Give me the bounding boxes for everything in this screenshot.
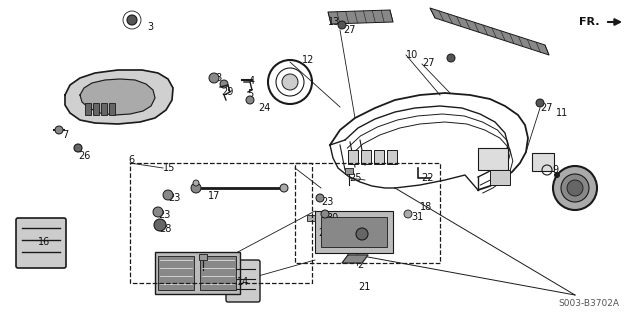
- Text: 7: 7: [62, 130, 68, 140]
- Text: 28: 28: [159, 224, 172, 234]
- Bar: [155, 252, 240, 294]
- Circle shape: [567, 180, 583, 196]
- Bar: [101, 103, 107, 115]
- Text: 27: 27: [422, 58, 435, 68]
- Circle shape: [220, 80, 228, 88]
- Circle shape: [282, 74, 298, 90]
- Bar: [85, 103, 91, 115]
- Text: S003-B3702A: S003-B3702A: [558, 299, 619, 308]
- Text: 14: 14: [237, 277, 249, 287]
- Text: 9: 9: [552, 165, 558, 175]
- FancyBboxPatch shape: [226, 260, 260, 302]
- Text: 23: 23: [168, 193, 180, 203]
- Text: 1: 1: [194, 183, 200, 193]
- Circle shape: [404, 210, 412, 218]
- Bar: [478, 148, 508, 170]
- Bar: [130, 163, 312, 283]
- Text: FR.: FR.: [579, 17, 600, 27]
- Circle shape: [153, 207, 163, 217]
- Circle shape: [193, 180, 199, 186]
- Polygon shape: [80, 79, 155, 115]
- Circle shape: [280, 184, 288, 192]
- Bar: [374, 150, 384, 164]
- Text: 25: 25: [349, 173, 362, 183]
- Polygon shape: [430, 8, 549, 55]
- Bar: [361, 150, 371, 164]
- Text: 17: 17: [208, 191, 220, 201]
- Circle shape: [554, 172, 560, 178]
- Bar: [93, 103, 99, 115]
- Text: 29: 29: [221, 87, 234, 97]
- Text: 30: 30: [326, 213, 339, 223]
- Text: 23: 23: [158, 210, 170, 220]
- Bar: [532, 153, 554, 171]
- Text: 20: 20: [318, 228, 330, 238]
- Text: 24: 24: [258, 103, 270, 113]
- Circle shape: [321, 210, 329, 218]
- Text: 10: 10: [406, 50, 419, 60]
- Text: 12: 12: [302, 55, 314, 65]
- Circle shape: [536, 99, 544, 107]
- Text: 23: 23: [321, 197, 333, 207]
- Bar: [490, 170, 510, 185]
- Bar: [200, 256, 236, 290]
- Circle shape: [163, 190, 173, 200]
- Circle shape: [246, 96, 254, 104]
- Circle shape: [154, 219, 166, 231]
- Text: 8: 8: [215, 73, 221, 83]
- Circle shape: [561, 174, 589, 202]
- Text: 11: 11: [556, 108, 568, 118]
- Bar: [345, 168, 353, 174]
- Text: 16: 16: [38, 237, 51, 247]
- Circle shape: [447, 54, 455, 62]
- Circle shape: [55, 126, 63, 134]
- Text: 4: 4: [249, 76, 255, 86]
- Bar: [387, 150, 397, 164]
- Bar: [158, 256, 194, 290]
- Circle shape: [316, 194, 324, 202]
- Circle shape: [74, 144, 82, 152]
- Bar: [315, 211, 393, 253]
- Text: 6: 6: [128, 155, 134, 165]
- Circle shape: [191, 183, 201, 193]
- Circle shape: [356, 228, 368, 240]
- Bar: [109, 103, 115, 115]
- Text: 27: 27: [540, 103, 552, 113]
- Text: 25: 25: [204, 265, 216, 275]
- Text: 2: 2: [357, 260, 364, 270]
- Circle shape: [209, 73, 219, 83]
- Bar: [295, 163, 440, 263]
- Polygon shape: [342, 255, 368, 263]
- Text: 12: 12: [578, 185, 590, 195]
- Text: 27: 27: [343, 25, 355, 35]
- Text: 18: 18: [420, 202, 432, 212]
- Text: 15: 15: [163, 163, 175, 173]
- Text: 5: 5: [247, 89, 253, 99]
- Text: 26: 26: [78, 151, 90, 161]
- Text: 3: 3: [147, 22, 153, 32]
- Circle shape: [127, 15, 137, 25]
- Bar: [199, 254, 207, 260]
- Text: 22: 22: [421, 173, 433, 183]
- Bar: [307, 215, 315, 221]
- Text: 19: 19: [362, 233, 374, 243]
- Text: 13: 13: [328, 17, 340, 27]
- Circle shape: [553, 166, 597, 210]
- Bar: [321, 217, 387, 247]
- FancyBboxPatch shape: [16, 218, 66, 268]
- Polygon shape: [328, 10, 393, 24]
- Circle shape: [338, 21, 346, 29]
- Bar: [348, 150, 358, 164]
- Polygon shape: [65, 70, 173, 124]
- Text: 31: 31: [411, 212, 423, 222]
- Text: 21: 21: [358, 282, 371, 292]
